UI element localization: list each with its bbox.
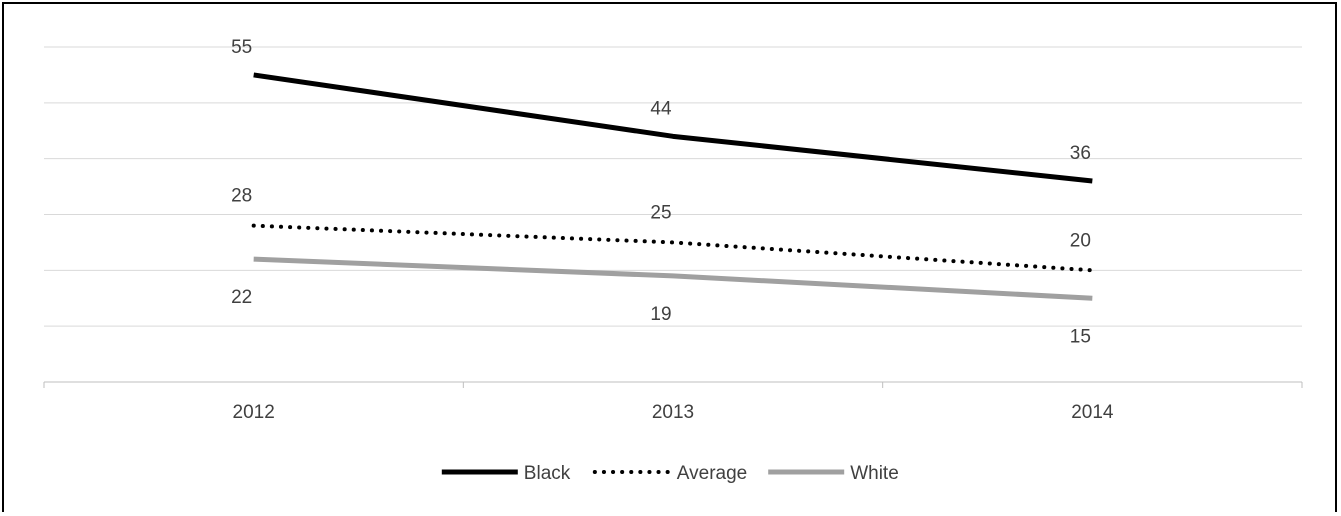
legend: Black Average White [442, 463, 899, 484]
series-line-white [254, 259, 1093, 298]
series-lines [254, 75, 1093, 299]
x-axis: 2012 2013 2014 [44, 382, 1302, 423]
series-line-black [254, 75, 1093, 181]
legend-label-black: Black [524, 463, 571, 484]
legend-label-white: White [850, 463, 899, 484]
line-chart: 2012 2013 2014 55 44 36 28 25 20 22 19 15 Black Ave… [4, 4, 1339, 511]
x-tick-label: 2012 [233, 402, 275, 423]
data-label-white: 19 [650, 304, 671, 325]
data-label-average: 28 [231, 186, 252, 207]
data-label-black: 55 [231, 37, 252, 58]
data-label-black: 44 [650, 98, 672, 119]
data-label-white: 22 [231, 287, 252, 308]
data-label-white: 15 [1070, 326, 1091, 347]
x-tick-label: 2014 [1071, 402, 1114, 423]
data-label-average: 25 [650, 202, 671, 223]
data-label-black: 36 [1070, 143, 1091, 164]
data-label-average: 20 [1070, 230, 1091, 251]
data-labels: 55 44 36 28 25 20 22 19 15 [231, 37, 1091, 347]
legend-label-average: Average [677, 463, 747, 484]
x-tick-label: 2013 [652, 402, 694, 423]
